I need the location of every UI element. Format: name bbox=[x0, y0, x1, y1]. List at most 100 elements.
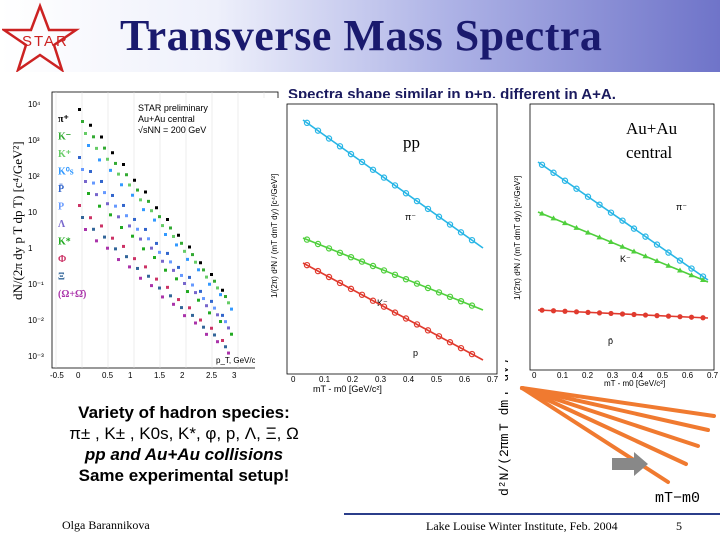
fan-line-2 bbox=[520, 386, 688, 466]
left-data-point bbox=[131, 234, 134, 238]
left-data-point bbox=[142, 247, 145, 251]
left-data-point bbox=[224, 345, 227, 349]
left-data-point bbox=[177, 298, 180, 302]
auau-data-point bbox=[538, 161, 546, 168]
auau-data-point bbox=[631, 248, 637, 254]
pp-series-label: K⁻ bbox=[377, 298, 388, 308]
pp-x-tick: 0 bbox=[291, 375, 296, 384]
left-data-point bbox=[188, 306, 191, 310]
auau-data-point bbox=[608, 239, 614, 245]
left-data-point bbox=[194, 321, 197, 325]
pp-data-point bbox=[468, 350, 476, 358]
left-data-point bbox=[175, 277, 178, 281]
auau-data-point bbox=[665, 313, 672, 319]
pp-chart-panel-label: pp bbox=[403, 133, 420, 152]
auau-data-point bbox=[608, 310, 614, 317]
auau-spectra-chart: 1/(2π) d²N / (mT dmT dy) [c⁴/GeV²] Au+Au… bbox=[508, 100, 718, 392]
left-legend-item: K* bbox=[58, 237, 71, 248]
left-legend-item: Ξ bbox=[58, 272, 65, 283]
left-data-point bbox=[216, 340, 219, 344]
left-legend-item: Φ bbox=[58, 254, 66, 265]
left-data-point bbox=[128, 224, 131, 228]
left-data-point bbox=[205, 275, 208, 279]
pp-data-point bbox=[314, 240, 322, 248]
left-data-point bbox=[131, 193, 134, 197]
auau-data-point bbox=[654, 313, 660, 319]
left-data-point bbox=[155, 206, 158, 210]
pp-data-point bbox=[446, 293, 454, 300]
left-data-point bbox=[227, 351, 230, 355]
left-data-point bbox=[117, 172, 120, 176]
pp-data-point bbox=[457, 297, 465, 305]
left-data-point bbox=[186, 290, 189, 294]
left-data-point bbox=[109, 213, 112, 217]
pp-data-point bbox=[380, 267, 388, 274]
left-data-point bbox=[224, 320, 227, 324]
left-data-point bbox=[197, 298, 200, 302]
left-data-point bbox=[103, 191, 106, 195]
pp-data-point bbox=[347, 150, 355, 158]
auau-data-point bbox=[677, 314, 683, 320]
auau-x-tick: 0.1 bbox=[557, 371, 569, 380]
left-data-point bbox=[89, 123, 92, 127]
legend-header-2: Au+Au central bbox=[138, 114, 195, 124]
left-data-point bbox=[183, 314, 186, 318]
left-data-point bbox=[136, 188, 139, 192]
left-data-point bbox=[210, 273, 213, 276]
left-data-point bbox=[136, 266, 139, 270]
pp-data-point bbox=[468, 302, 476, 309]
left-y-tick: 10⁻² bbox=[28, 316, 44, 325]
left-data-point bbox=[219, 320, 222, 324]
page-number: 5 bbox=[676, 519, 682, 533]
left-data-point bbox=[106, 157, 109, 161]
left-data-point bbox=[120, 183, 123, 187]
left-data-point bbox=[166, 218, 169, 221]
left-data-point bbox=[144, 265, 147, 269]
left-data-point bbox=[100, 179, 103, 183]
left-data-point bbox=[191, 283, 194, 287]
pp-data-point bbox=[424, 284, 432, 292]
auau-fit-line bbox=[537, 161, 709, 281]
pp-data-point bbox=[424, 327, 432, 334]
star-logo-text: STAR bbox=[22, 33, 69, 50]
left-data-point bbox=[153, 256, 156, 260]
pp-data-point bbox=[424, 205, 432, 213]
fan-line-5 bbox=[520, 386, 716, 418]
left-data-point bbox=[161, 259, 164, 263]
left-data-point bbox=[139, 198, 142, 202]
left-data-point bbox=[183, 249, 186, 253]
pp-chart-xlabel: mT - m0 [GeV/c²] bbox=[313, 384, 382, 394]
left-data-point bbox=[150, 209, 153, 213]
auau-data-point bbox=[584, 193, 592, 200]
left-data-point bbox=[133, 178, 136, 182]
left-data-point bbox=[78, 204, 81, 207]
left-data-point bbox=[142, 208, 145, 212]
pp-data-point bbox=[457, 229, 465, 236]
pp-data-point bbox=[325, 135, 333, 142]
left-data-point bbox=[208, 311, 211, 315]
left-data-point bbox=[169, 226, 172, 230]
left-data-point bbox=[175, 243, 178, 247]
pp-data-point bbox=[402, 315, 410, 322]
legend-header-1: STAR preliminary bbox=[138, 103, 208, 113]
left-data-point bbox=[216, 313, 219, 317]
auau-data-point bbox=[573, 309, 580, 315]
pp-data-point bbox=[402, 190, 410, 197]
auau-data-point bbox=[562, 220, 568, 226]
auau-data-point bbox=[642, 233, 649, 240]
left-data-point bbox=[205, 304, 208, 308]
pp-data-point bbox=[446, 339, 454, 346]
pp-spectra-chart: 1/(2π) d²N / (mT dmT dy) [c⁴/GeV²] pp π⁻… bbox=[255, 98, 505, 400]
auau-x-tick: 0.3 bbox=[607, 371, 619, 380]
left-data-point bbox=[153, 218, 156, 222]
left-x-tick: -0.5 bbox=[50, 371, 64, 380]
left-data-point bbox=[164, 268, 167, 272]
left-data-point bbox=[106, 202, 109, 206]
left-x-tick: 1 bbox=[128, 371, 133, 380]
left-data-point bbox=[221, 288, 224, 292]
left-data-point bbox=[213, 333, 216, 337]
left-data-point bbox=[199, 261, 202, 265]
pp-data-point bbox=[358, 291, 366, 298]
left-data-point bbox=[100, 135, 103, 139]
pp-data-point bbox=[369, 166, 377, 173]
